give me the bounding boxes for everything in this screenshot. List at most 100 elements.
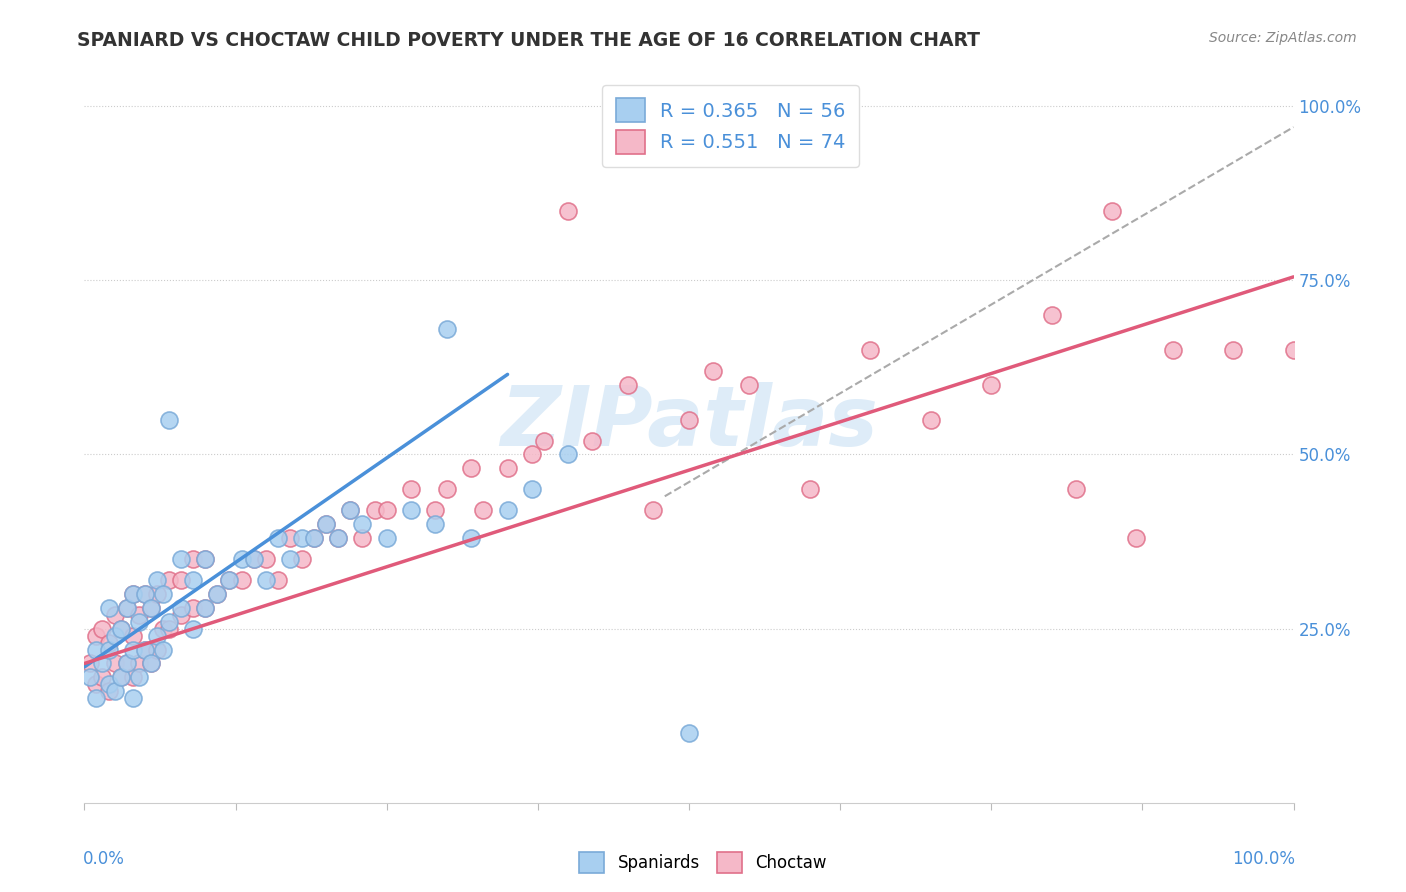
Point [520, 448, 543, 462]
Point [352, 531, 374, 545]
Point [157, 573, 180, 587]
Point [194, 552, 217, 566]
Point [496, 503, 519, 517]
Point [254, 552, 277, 566]
Legend: Spaniards, Choctaw: Spaniards, Choctaw [572, 846, 834, 880]
Point [121, 642, 143, 657]
Point [139, 600, 162, 615]
Point [110, 622, 132, 636]
Point [436, 483, 458, 497]
Point [79, 670, 101, 684]
Point [110, 622, 132, 636]
Point [581, 434, 603, 448]
Point [799, 483, 821, 497]
Point [315, 517, 337, 532]
Point [218, 573, 240, 587]
Point [436, 322, 458, 336]
Point [231, 552, 253, 566]
Point [104, 657, 127, 671]
Point [86, 642, 108, 657]
Point [267, 531, 290, 545]
Point [128, 615, 150, 629]
Point [460, 461, 482, 475]
Point [121, 629, 143, 643]
Point [134, 642, 156, 657]
Point [194, 552, 217, 566]
Text: 0.0%: 0.0% [83, 850, 125, 868]
Point [242, 552, 264, 566]
Point [79, 657, 101, 671]
Text: SPANIARD VS CHOCTAW CHILD POVERTY UNDER THE AGE OF 16 CORRELATION CHART: SPANIARD VS CHOCTAW CHILD POVERTY UNDER … [77, 31, 980, 50]
Point [1282, 343, 1305, 357]
Point [399, 483, 422, 497]
Point [678, 726, 700, 740]
Point [146, 587, 169, 601]
Point [121, 670, 143, 684]
Point [207, 587, 229, 601]
Point [267, 573, 290, 587]
Point [302, 531, 325, 545]
Point [152, 642, 174, 657]
Point [291, 552, 314, 566]
Point [1125, 531, 1147, 545]
Y-axis label: Child Poverty Under the Age of 16: Child Poverty Under the Age of 16 [0, 295, 8, 579]
Point [97, 684, 120, 698]
Point [423, 517, 446, 532]
Point [207, 587, 229, 601]
Point [738, 377, 761, 392]
Point [1222, 343, 1244, 357]
Point [97, 642, 120, 657]
Point [121, 587, 143, 601]
Point [91, 657, 114, 671]
Point [115, 600, 138, 615]
Point [97, 677, 120, 691]
Point [152, 587, 174, 601]
Point [115, 657, 138, 671]
Point [641, 503, 664, 517]
Text: 100.0%: 100.0% [1232, 850, 1295, 868]
Point [1101, 203, 1123, 218]
Point [110, 670, 132, 684]
Point [339, 503, 361, 517]
Point [170, 573, 193, 587]
Point [97, 635, 120, 649]
Point [91, 670, 114, 684]
Point [146, 573, 169, 587]
Point [472, 503, 495, 517]
Point [157, 615, 180, 629]
Point [920, 412, 942, 426]
Point [218, 573, 240, 587]
Point [121, 587, 143, 601]
Point [134, 587, 156, 601]
Point [86, 677, 108, 691]
Point [557, 448, 579, 462]
Point [352, 517, 374, 532]
Point [181, 552, 204, 566]
Point [859, 343, 882, 357]
Point [375, 503, 398, 517]
Point [104, 607, 127, 622]
Point [139, 657, 162, 671]
Point [375, 531, 398, 545]
Point [678, 412, 700, 426]
Point [315, 517, 337, 532]
Point [97, 600, 120, 615]
Legend: R = 0.365   N = 56, R = 0.551   N = 74: R = 0.365 N = 56, R = 0.551 N = 74 [602, 85, 859, 167]
Point [533, 434, 555, 448]
Point [1161, 343, 1184, 357]
Point [86, 691, 108, 706]
Text: ZIPatlas: ZIPatlas [501, 382, 877, 463]
Point [128, 670, 150, 684]
Point [152, 622, 174, 636]
Point [1064, 483, 1087, 497]
Point [328, 531, 350, 545]
Point [460, 531, 482, 545]
Point [86, 629, 108, 643]
Point [181, 573, 204, 587]
Point [170, 600, 193, 615]
Point [139, 600, 162, 615]
Point [278, 531, 301, 545]
Point [328, 531, 350, 545]
Point [121, 691, 143, 706]
Point [302, 531, 325, 545]
